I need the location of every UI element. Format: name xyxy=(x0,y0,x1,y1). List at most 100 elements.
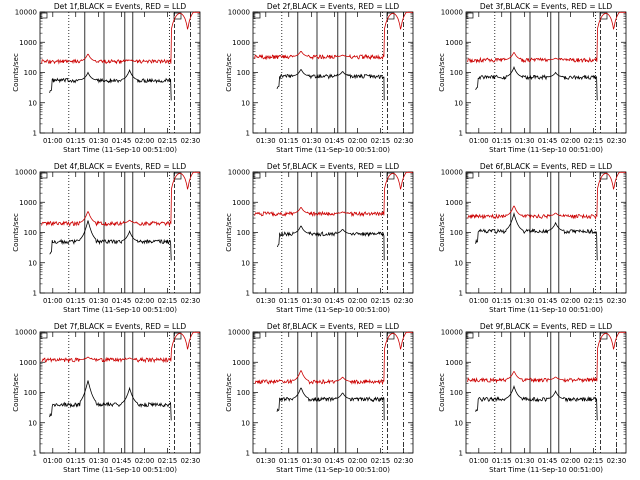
x-tick-label: 02:15 xyxy=(371,137,391,145)
x-tick-label: 01:00 xyxy=(43,297,63,305)
chart-title: Det 3f,BLACK = Events, RED = LLD xyxy=(480,2,613,11)
x-axis-label: Start Time (11-Sep-10 00:51:00) xyxy=(489,466,603,474)
x-tick-label: 02:30 xyxy=(181,137,201,145)
x-tick-label: 02:30 xyxy=(181,297,201,305)
y-tick-label: 1 xyxy=(246,450,250,458)
x-tick-label: 02:30 xyxy=(607,297,627,305)
y-tick-label: 10 xyxy=(28,99,37,107)
y-tick-label: 10000 xyxy=(15,9,37,17)
x-tick-label: 01:15 xyxy=(492,137,512,145)
y-tick-label: 100 xyxy=(237,69,250,77)
x-tick-label: 01:15 xyxy=(279,137,299,145)
x-tick-label: 01:00 xyxy=(43,137,63,145)
corner-marker xyxy=(466,172,474,179)
y-tick-label: 100 xyxy=(24,389,37,397)
y-axis-label: Counts/sec xyxy=(12,53,20,92)
x-tick-label: 01:00 xyxy=(469,137,489,145)
series-line-lld xyxy=(41,171,201,227)
series-line-events xyxy=(276,387,385,421)
x-tick-label: 01:30 xyxy=(515,457,535,465)
chart-title: Det 6f,BLACK = Events, RED = LLD xyxy=(480,162,613,171)
x-axis-label: Start Time (11-Sep-10 00:51:00) xyxy=(276,306,390,314)
x-tick-label: 02:30 xyxy=(394,297,414,305)
x-tick-label: 01:15 xyxy=(66,457,86,465)
y-tick-label: 100 xyxy=(237,229,250,237)
y-tick-label: 1000 xyxy=(232,359,250,367)
chart-panel-7: Det 7f,BLACK = Events, RED = LLD 1 10 100 10… xyxy=(12,322,201,474)
y-tick-label: 100 xyxy=(450,389,463,397)
series-line-events xyxy=(49,220,172,261)
plot-frame xyxy=(252,171,414,294)
series-line-lld xyxy=(254,171,414,218)
x-tick-label: 01:45 xyxy=(112,137,132,145)
x-tick-label: 01:30 xyxy=(89,457,109,465)
x-axis-label: Start Time (11-Sep-10 00:51:00) xyxy=(489,306,603,314)
y-axis-label: Counts/sec xyxy=(225,53,233,92)
series-line-lld xyxy=(254,11,414,61)
y-tick-label: 1000 xyxy=(19,39,37,47)
y-tick-label: 100 xyxy=(450,229,463,237)
x-axis-label: Start Time (11-Sep-10 00:51:00) xyxy=(276,466,390,474)
x-tick-label: 01:30 xyxy=(515,137,535,145)
series-line-events xyxy=(475,66,598,101)
x-tick-label: 02:15 xyxy=(158,457,178,465)
y-tick-label: 10 xyxy=(454,419,463,427)
y-tick-label: 1 xyxy=(459,290,463,298)
x-tick-label: 02:30 xyxy=(607,137,627,145)
y-tick-label: 100 xyxy=(24,69,37,77)
corner-marker xyxy=(253,12,261,19)
x-tick-label: 01:30 xyxy=(515,297,535,305)
series-line-events xyxy=(49,380,172,421)
x-tick-label: 01:30 xyxy=(256,137,276,145)
y-tick-label: 10000 xyxy=(441,169,463,177)
x-tick-label: 01:15 xyxy=(492,297,512,305)
y-tick-label: 10000 xyxy=(15,169,37,177)
y-tick-label: 1 xyxy=(33,450,37,458)
chart-title: Det 2f,BLACK = Events, RED = LLD xyxy=(267,2,400,11)
chart-panel-8: Det 8f,BLACK = Events, RED = LLD 1 10 100 10… xyxy=(225,322,414,474)
plot-frame xyxy=(465,331,627,454)
x-tick-label: 01:30 xyxy=(302,297,322,305)
chart-panel-6: Det 6f,BLACK = Events, RED = LLD 1 10 100 10… xyxy=(438,162,627,314)
x-tick-label: 01:45 xyxy=(325,137,345,145)
y-tick-label: 1 xyxy=(459,450,463,458)
x-tick-label: 01:30 xyxy=(256,457,276,465)
y-tick-label: 100 xyxy=(237,389,250,397)
series-line-lld xyxy=(467,171,627,220)
y-tick-label: 10 xyxy=(454,99,463,107)
y-tick-label: 1 xyxy=(459,130,463,138)
x-tick-label: 01:30 xyxy=(89,297,109,305)
chart-title: Det 9f,BLACK = Events, RED = LLD xyxy=(480,322,613,331)
y-axis-label: Counts/sec xyxy=(438,53,446,92)
y-axis-label: Counts/sec xyxy=(12,373,20,412)
x-tick-label: 02:15 xyxy=(584,297,604,305)
chart-title: Det 7f,BLACK = Events, RED = LLD xyxy=(54,322,187,331)
series-line-lld xyxy=(41,331,201,364)
y-tick-label: 1 xyxy=(246,290,250,298)
series-line-lld xyxy=(467,331,627,384)
x-tick-label: 01:00 xyxy=(469,457,489,465)
x-tick-label: 01:15 xyxy=(279,457,299,465)
x-tick-label: 02:00 xyxy=(561,297,581,305)
plot-frame xyxy=(465,11,627,134)
series-line-events xyxy=(277,225,385,261)
chart-panel-9: Det 9f,BLACK = Events, RED = LLD 1 10 100 10… xyxy=(438,322,627,474)
x-tick-label: 01:45 xyxy=(538,457,558,465)
x-tick-label: 01:45 xyxy=(325,457,345,465)
y-axis-label: Counts/sec xyxy=(225,213,233,252)
y-tick-label: 100 xyxy=(450,69,463,77)
y-axis-label: Counts/sec xyxy=(225,373,233,412)
y-tick-label: 1000 xyxy=(445,39,463,47)
y-tick-label: 10000 xyxy=(228,329,250,337)
y-tick-label: 1000 xyxy=(445,359,463,367)
plot-frame xyxy=(39,11,201,134)
y-tick-label: 10000 xyxy=(15,329,37,337)
x-tick-label: 02:00 xyxy=(135,457,155,465)
x-tick-label: 01:45 xyxy=(112,297,132,305)
y-tick-label: 1 xyxy=(33,290,37,298)
x-tick-label: 01:45 xyxy=(538,297,558,305)
y-tick-label: 10 xyxy=(28,259,37,267)
series-line-events xyxy=(276,69,385,101)
chart-panel-1: Det 1f,BLACK = Events, RED = LLD 1 10 100 10… xyxy=(12,2,201,154)
x-tick-label: 02:00 xyxy=(348,297,368,305)
